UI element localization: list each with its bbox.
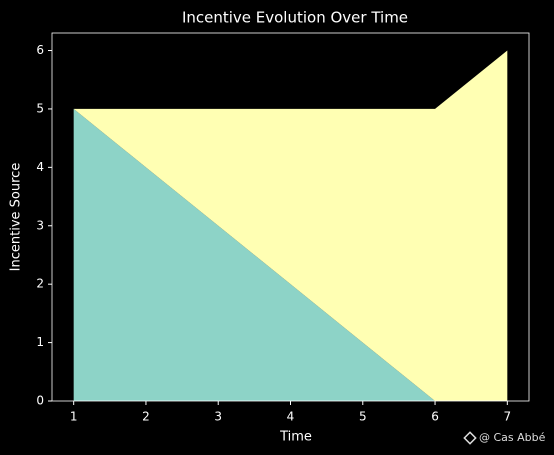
y-tick-label: 1 bbox=[36, 335, 44, 349]
x-tick-label: 2 bbox=[142, 410, 150, 424]
x-tick-label: 7 bbox=[503, 410, 511, 424]
x-tick-label: 1 bbox=[70, 410, 78, 424]
y-tick-label: 2 bbox=[36, 277, 44, 291]
y-tick-label: 0 bbox=[36, 394, 44, 408]
watermark: @ Cas Abbé bbox=[479, 431, 546, 444]
watermark-icon bbox=[463, 431, 477, 445]
area bbox=[73, 108, 508, 401]
y-axis-label: Incentive Source bbox=[9, 163, 24, 272]
x-tick-label: 5 bbox=[359, 410, 367, 424]
chart-title: Incentive Evolution Over Time bbox=[182, 9, 408, 27]
x-tick-label: 6 bbox=[431, 410, 439, 424]
x-axis-label: Time bbox=[279, 430, 312, 445]
y-tick-label: 6 bbox=[36, 43, 44, 57]
y-tick-label: 3 bbox=[36, 218, 44, 232]
y-tick-label: 5 bbox=[36, 101, 44, 115]
y-tick-label: 4 bbox=[36, 160, 44, 174]
x-tick-label: 3 bbox=[214, 410, 222, 424]
area bbox=[73, 50, 508, 402]
x-tick-label: 4 bbox=[287, 410, 295, 424]
